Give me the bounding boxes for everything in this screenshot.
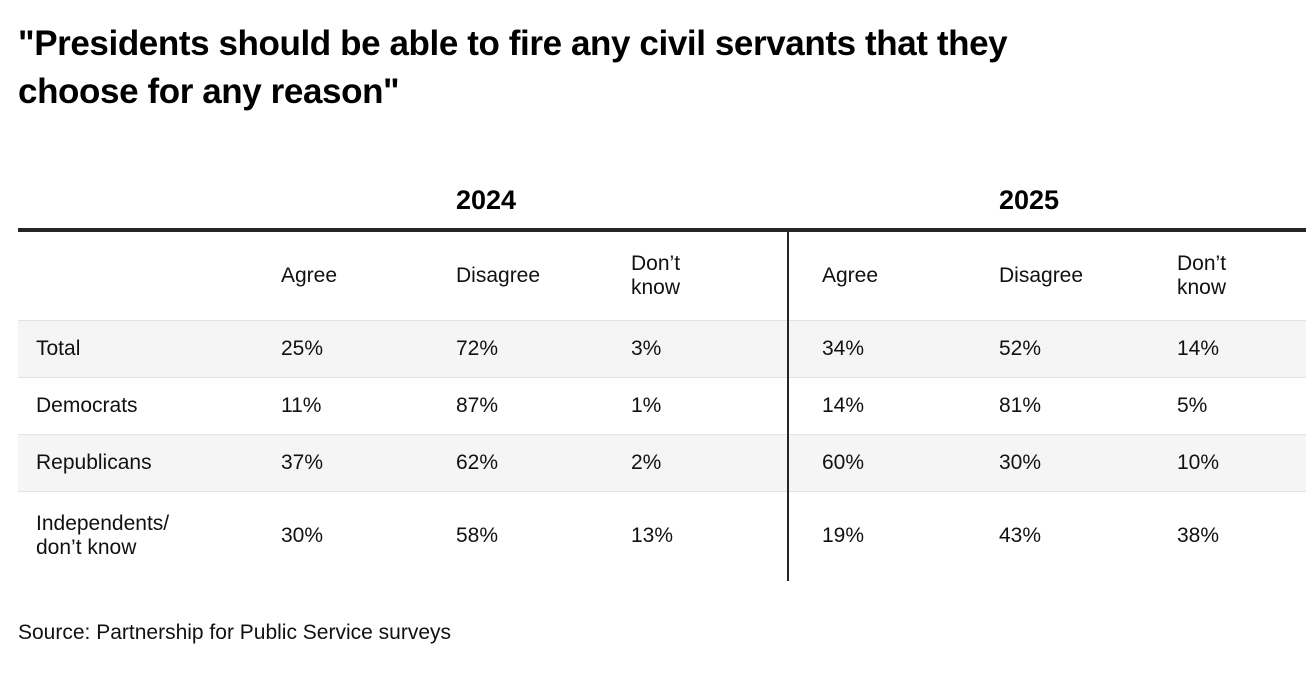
cell-2024-disagree: 72% <box>438 319 613 377</box>
cell-2024-agree: 37% <box>263 433 438 491</box>
chart-title: "Presidents should be able to fire any c… <box>18 24 1008 111</box>
cell-2024-disagree: 87% <box>438 376 613 434</box>
spacer-cell <box>18 230 263 320</box>
spacer-cell <box>263 166 438 232</box>
source-note: Source: Partnership for Public Service s… <box>18 621 452 644</box>
survey-table: 2024 2025 Agree Disagree Don’t know Agre… <box>18 166 1306 581</box>
cell-2025-agree: 19% <box>787 490 966 581</box>
cell-2025-disagree: 81% <box>966 376 1144 434</box>
spacer-cell <box>788 166 966 232</box>
spacer-cell <box>18 166 263 232</box>
page: "Presidents should be able to fire any c… <box>18 24 1306 644</box>
cell-2024-agree: 25% <box>263 319 438 377</box>
cell-2025-disagree: 52% <box>966 319 1144 377</box>
cell-2024-disagree: 62% <box>438 433 613 491</box>
cell-2024-agree: 30% <box>263 490 438 581</box>
col-header-agree-2024: Agree <box>281 263 338 287</box>
row-label: Total <box>18 319 263 377</box>
spacer-cell <box>613 166 788 232</box>
cell-2025-dont-know: 10% <box>1144 433 1306 491</box>
cell-2025-dont-know: 38% <box>1144 490 1306 581</box>
col-header-agree-2025: Agree <box>787 230 966 320</box>
cell-2024-disagree: 58% <box>438 490 613 581</box>
table-row-democrats: Democrats 11% 87% 1% 14% 81% 5% <box>18 376 1306 434</box>
table-row-independents: Independents/ don’t know 30% 58% 13% 19%… <box>18 490 1306 581</box>
cell-2024-agree: 11% <box>263 376 438 434</box>
column-header-row: Agree Disagree Don’t know Agree Disagree… <box>18 230 1306 320</box>
cell-2024-dont-know: 13% <box>613 490 788 581</box>
cell-2025-disagree: 43% <box>966 490 1144 581</box>
col-header-disagree-2024: Disagree <box>456 263 541 287</box>
cell-2025-agree: 60% <box>787 433 966 491</box>
col-header-dont-know-2024: Don’t know <box>631 251 681 299</box>
cell-2025-dont-know: 5% <box>1144 376 1306 434</box>
year-header-2025: 2025 <box>966 166 1144 232</box>
row-label: Independents/ don’t know <box>18 490 263 581</box>
cell-2025-dont-know: 14% <box>1144 319 1306 377</box>
row-label: Democrats <box>18 376 263 434</box>
col-header-disagree-2025: Disagree <box>999 263 1084 287</box>
cell-2025-agree: 14% <box>787 376 966 434</box>
row-label: Republicans <box>18 433 263 491</box>
cell-2024-dont-know: 3% <box>613 319 788 377</box>
year-header-2024: 2024 <box>438 166 613 232</box>
year-header-row: 2024 2025 <box>18 166 1306 232</box>
cell-2025-disagree: 30% <box>966 433 1144 491</box>
spacer-cell <box>1144 166 1306 232</box>
table-row-republicans: Republicans 37% 62% 2% 60% 30% 10% <box>18 433 1306 491</box>
cell-2024-dont-know: 1% <box>613 376 788 434</box>
cell-2024-dont-know: 2% <box>613 433 788 491</box>
table-row-total: Total 25% 72% 3% 34% 52% 14% <box>18 319 1306 377</box>
col-header-dont-know-2025: Don’t know <box>1177 251 1227 299</box>
cell-2025-agree: 34% <box>787 319 966 377</box>
